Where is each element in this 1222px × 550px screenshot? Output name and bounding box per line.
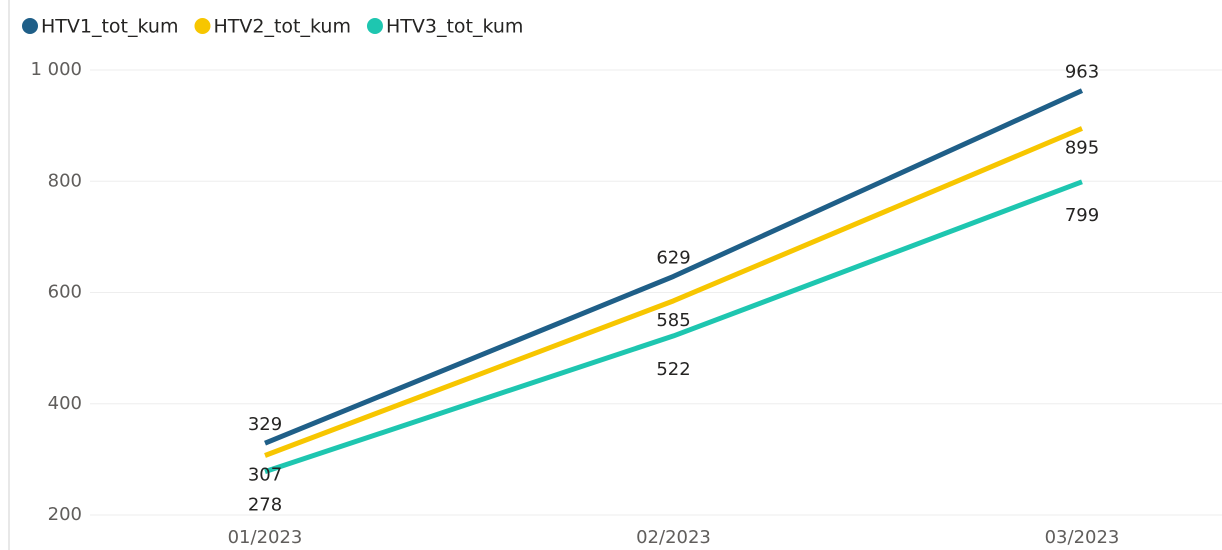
x-tick-label: 01/2023 [228,527,303,548]
series-line [264,179,1083,474]
x-tick-label: 03/2023 [1045,527,1120,548]
data-label: 307 [248,464,282,485]
data-label: 585 [656,310,690,331]
data-label: 799 [1065,205,1099,226]
x-tick-label: 02/2023 [636,527,711,548]
data-label: 522 [656,359,690,380]
legend-label: HTV2_tot_kum [213,16,350,38]
y-tick-label: 200 [48,504,82,525]
data-label: 629 [656,247,690,268]
data-label: 895 [1065,137,1099,158]
legend-marker [366,18,383,34]
series-line [264,126,1083,458]
y-tick-label: 1 000 [30,59,82,80]
legend-marker [22,18,38,34]
data-label: 329 [248,414,282,435]
series-line [264,88,1084,446]
data-label: 963 [1065,62,1099,83]
legend-label: HTV1_tot_kum [41,16,178,38]
y-tick-label: 600 [48,282,82,303]
legend-label: HTV3_tot_kum [386,16,523,38]
y-tick-label: 400 [48,393,82,414]
legend-marker [194,18,211,34]
y-tick-label: 800 [48,170,82,191]
data-label: 278 [248,495,282,516]
